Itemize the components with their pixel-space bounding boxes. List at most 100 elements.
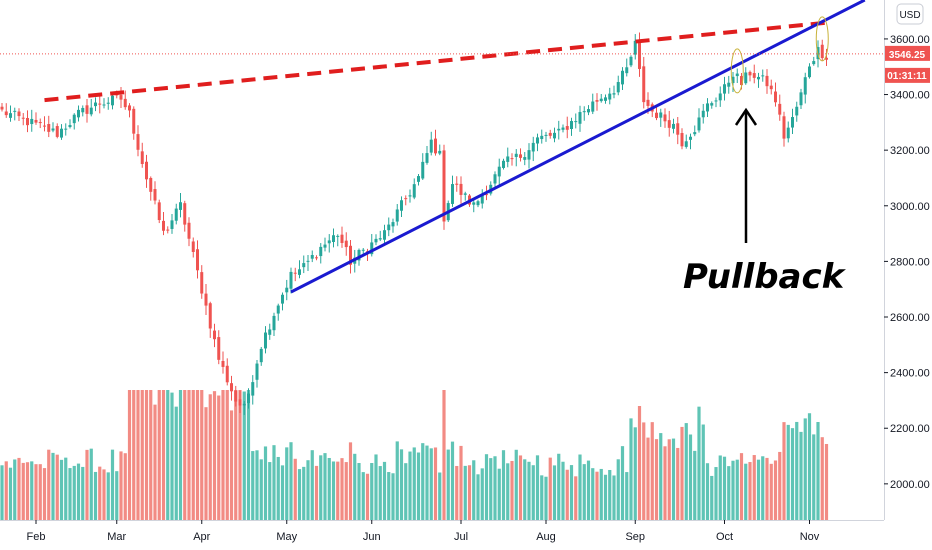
candle (574, 113, 578, 129)
candle (34, 112, 38, 125)
candle (701, 103, 705, 124)
volume-bar (735, 459, 739, 520)
volume-bar (769, 463, 773, 520)
candle (47, 115, 51, 138)
volume-bar (234, 390, 238, 520)
candle (400, 196, 403, 218)
volume-bar (42, 468, 47, 520)
candle (378, 230, 382, 242)
volume-bar (506, 463, 510, 520)
volume-bar (633, 427, 637, 520)
candle (595, 93, 599, 111)
candle (761, 69, 765, 82)
candle (153, 181, 157, 205)
candle (455, 176, 459, 192)
volume-bar (595, 471, 599, 520)
candle (187, 217, 191, 247)
volume-bar (404, 463, 408, 520)
volume-bar (336, 461, 340, 520)
candle (417, 174, 420, 186)
candle (0, 103, 4, 112)
volume-bar (446, 449, 450, 520)
candle (238, 390, 242, 414)
volume-bar (548, 457, 552, 520)
volume-bar (166, 390, 170, 520)
volume-bar (306, 460, 310, 520)
volume-bar (599, 468, 603, 520)
volume-bar (255, 450, 259, 520)
candle (578, 105, 582, 132)
volume-bar (667, 439, 671, 520)
candle (429, 131, 433, 156)
candle (119, 86, 123, 108)
volume-bar (748, 462, 752, 520)
volume-bar (484, 454, 489, 520)
candle (38, 118, 42, 129)
time-tick-label: Feb (27, 531, 46, 543)
candle (272, 312, 276, 337)
volume-bar (752, 455, 756, 520)
candle (51, 122, 55, 133)
candles (0, 32, 828, 415)
volume-bar (773, 460, 778, 520)
volume-bar (170, 392, 174, 520)
candle (387, 217, 391, 237)
candle (179, 193, 182, 218)
candle (459, 176, 463, 204)
candle (442, 144, 446, 230)
candle (510, 153, 514, 166)
candle (327, 234, 331, 253)
candle (213, 323, 216, 348)
candle (196, 240, 199, 279)
candle (723, 76, 726, 101)
volume-bar (323, 453, 327, 520)
volume-bar (76, 463, 81, 520)
volume-bar (820, 437, 824, 520)
time-axis: Feb Mar Apr May Jun Jul Aug Sep Oct Nov (27, 520, 820, 543)
volume-bar (344, 462, 348, 520)
candle (183, 200, 187, 232)
candle (349, 240, 352, 274)
price-tick-label: 3000.00 (890, 201, 930, 213)
candle (128, 103, 131, 118)
volume-bar (459, 445, 463, 520)
candle (170, 214, 174, 234)
volume-bar (289, 442, 293, 520)
currency-button[interactable]: USD (896, 3, 924, 25)
candle (672, 118, 675, 134)
volume-bar (21, 462, 25, 520)
volume-bar (540, 475, 544, 520)
volume-bar (761, 456, 765, 520)
volume-bar (195, 390, 200, 520)
candle (43, 116, 46, 132)
volume-bar (174, 406, 178, 520)
candle (336, 234, 340, 247)
price-tick-label: 2800.00 (890, 256, 930, 268)
volume-bar (268, 462, 272, 520)
volume-bar (544, 476, 548, 520)
volume-bar (739, 453, 744, 520)
candle (531, 136, 535, 162)
candle (395, 204, 399, 226)
volume-bar (795, 421, 799, 520)
candle (476, 199, 480, 208)
price-tick-label: 3600.00 (890, 34, 930, 46)
candle (642, 56, 646, 109)
volume-bar (676, 447, 680, 520)
volume-bar (586, 460, 591, 520)
candle (434, 129, 437, 156)
pullback-arrow-head (734, 107, 758, 126)
volume-bars (0, 390, 829, 520)
volume-bar (408, 451, 412, 520)
volume-bar (17, 457, 21, 520)
candle (85, 99, 89, 123)
volume-bar (688, 434, 693, 520)
volume-bar (217, 395, 221, 520)
candle (604, 94, 607, 104)
candle (752, 64, 756, 84)
volume-bar (102, 469, 106, 520)
volume-bar (455, 465, 459, 520)
volume-bar (659, 433, 663, 520)
volume-bar (412, 447, 416, 520)
